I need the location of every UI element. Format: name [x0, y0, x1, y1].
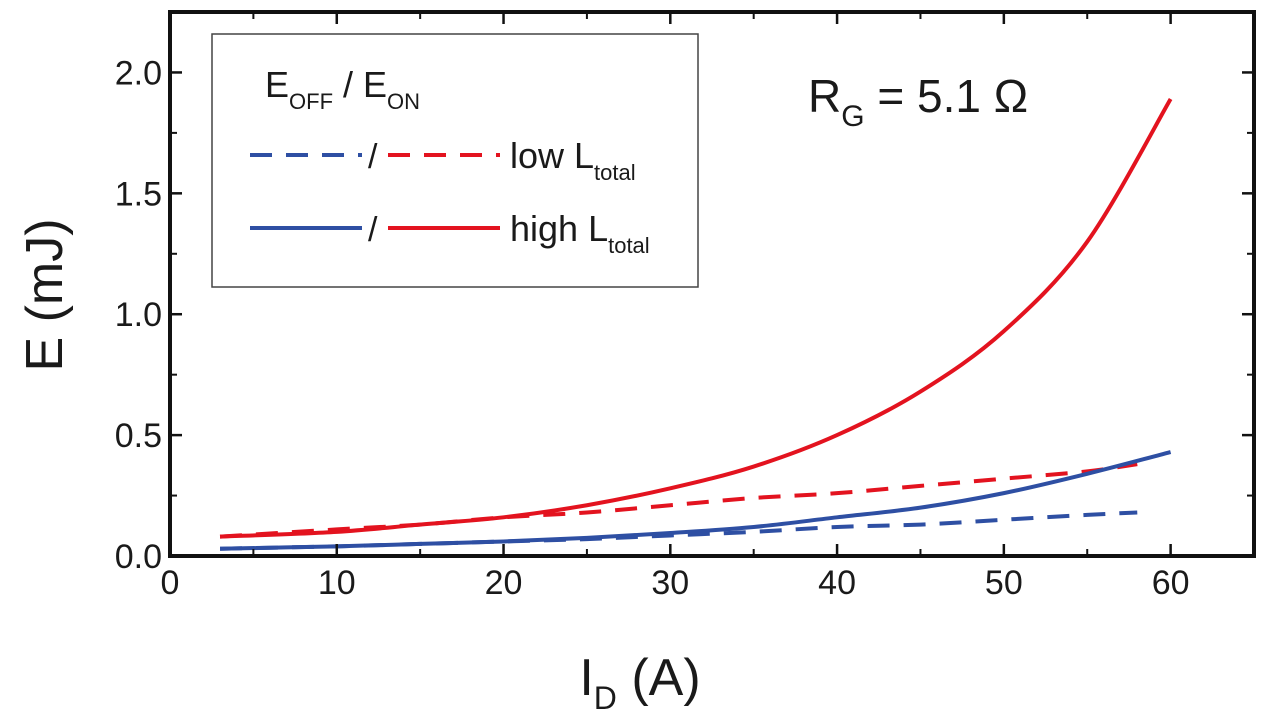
- legend-row1-label: low Ltotal: [510, 135, 636, 185]
- y-tick-label: 0.5: [115, 417, 162, 455]
- annotation-rg: RG = 5.1 Ω: [808, 70, 1028, 133]
- y-tick-label: 1.0: [115, 296, 162, 334]
- legend-header-e-on: E: [363, 64, 387, 105]
- series-layer: [219, 98, 1173, 551]
- y-tick-label: 2.0: [115, 54, 162, 92]
- legend: EOFF / EON / low Ltotal / high Ltotal: [211, 33, 699, 288]
- legend-header-e-off: E: [265, 64, 289, 105]
- y-tick-label: 1.5: [115, 175, 162, 213]
- x-axis-title: ID (A): [579, 649, 700, 716]
- x-tick-label: 0: [161, 564, 180, 602]
- plot-frame: [168, 10, 1256, 558]
- legend-row1-label-main: low L: [510, 135, 594, 176]
- annotation-rg-rest: = 5.1 Ω: [865, 70, 1029, 122]
- legend-row2-label-main: high L: [510, 208, 608, 249]
- series-e-on-low-l-total: [219, 462, 1138, 539]
- x-tick-label: 40: [818, 564, 856, 602]
- legend-row2-label-sub: total: [608, 233, 650, 258]
- x-tick-label: 60: [1152, 564, 1190, 602]
- legend-header: EOFF / EON: [265, 64, 420, 114]
- x-axis-title-unit: (A): [617, 649, 701, 707]
- y-axis-title: E (mJ): [16, 218, 74, 371]
- legend-row1-slash: /: [368, 138, 378, 176]
- axis-layer: 0 10 20 30 40 50 60 0.0 0.5 1.0 1.5 2.0: [115, 12, 1254, 602]
- y-tick-label: 0.0: [115, 538, 162, 576]
- x-tick-label: 50: [985, 564, 1023, 602]
- x-axis-title-sub: D: [594, 680, 617, 716]
- legend-header-e-off-sub: OFF: [289, 89, 333, 114]
- series-e-off-low-l-total: [219, 510, 1138, 551]
- x-axis-title-main: I: [579, 649, 593, 707]
- legend-box: [211, 33, 699, 288]
- annotation-rg-sub: G: [841, 100, 864, 133]
- legend-header-e-on-sub: ON: [387, 89, 420, 114]
- x-tick-label: 20: [485, 564, 523, 602]
- x-tick-label: 10: [318, 564, 356, 602]
- x-tick-label: 30: [651, 564, 689, 602]
- legend-row1-label-sub: total: [594, 160, 636, 185]
- legend-row2-label: high Ltotal: [510, 208, 650, 258]
- legend-row2-slash: /: [368, 211, 378, 249]
- legend-header-slash: /: [333, 64, 363, 105]
- annotation-rg-main: R: [808, 70, 841, 122]
